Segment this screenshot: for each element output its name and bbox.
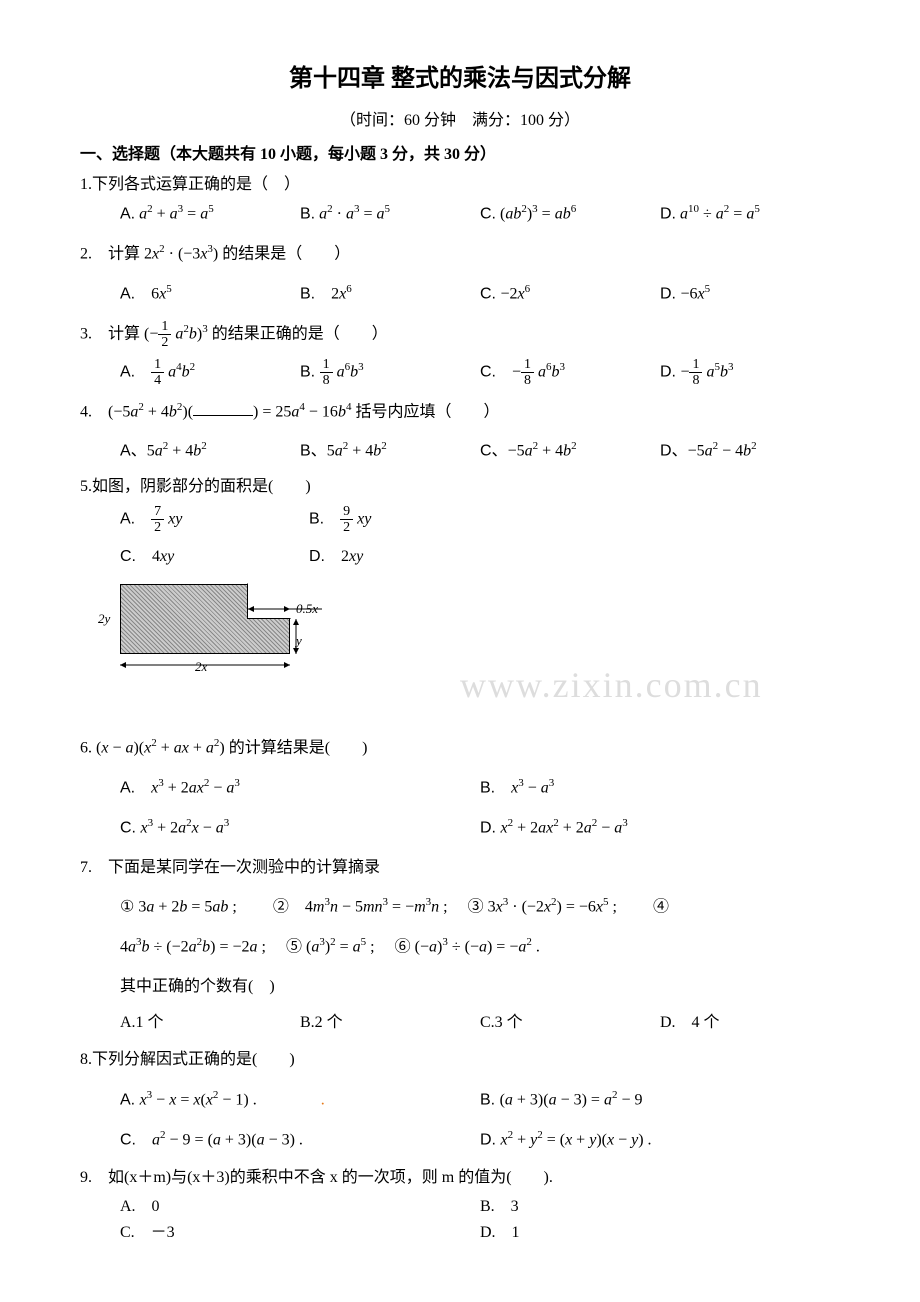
option-b: B、5a2 + 4b2: [300, 438, 480, 464]
question-1: 1.下列各式运算正确的是（ ） A. a2 + a3 = a5 B. a2 · …: [80, 172, 840, 228]
option-c: C. −2x6: [480, 281, 660, 307]
options: A. 0 B. 3: [80, 1194, 840, 1220]
option-a: A. x3 + 2ax2 − a3: [120, 775, 480, 801]
option-b: B. a2 · a3 = a5: [300, 201, 480, 227]
question-3: 3. 计算 (−12 a2b)3 的结果正确的是（ ） A. 14 a4b2 B…: [80, 319, 840, 389]
options: A.1 个 B.2 个 C.3 个 D. 4 个: [80, 1010, 840, 1036]
option-c: C. 4xy: [120, 544, 309, 570]
option-c: C. a2 − 9 = (a + 3)(a − 3) .: [120, 1127, 480, 1153]
question-9: 9. 如(x＋m)与(x＋3)的乘积中不含 x 的一次项，则 m 的值为( ).…: [80, 1165, 840, 1246]
options: C. －3 D. 1: [80, 1220, 840, 1246]
option-c: C. x3 + 2a2x − a3: [120, 815, 480, 841]
option-c: C. −18 a6b3: [480, 357, 660, 389]
question-stem: 1.下列各式运算正确的是（ ）: [80, 172, 840, 198]
option-b: B. x3 − a3: [480, 775, 840, 801]
question-tail: 其中正确的个数有( ): [80, 974, 840, 1000]
options: C. x3 + 2a2x − a3 D. x2 + 2ax2 + 2a2 − a…: [80, 815, 840, 841]
question-2: 2. 计算 2x2 · (−3x3) 的结果是（ ） A. 6x5 B. 2x6…: [80, 241, 840, 307]
option-b: B. 3: [480, 1194, 840, 1220]
option-d: D. a10 ÷ a2 = a5: [660, 201, 840, 227]
option-d: D、−5a2 − 4b2: [660, 438, 840, 464]
page-subtitle: （时间：60 分钟 满分：100 分）: [80, 108, 840, 134]
question-stem: 2. 计算 2x2 · (−3x3) 的结果是（ ）: [80, 241, 840, 267]
option-d: D. 4 个: [660, 1010, 840, 1036]
option-d: D. x2 + 2ax2 + 2a2 − a3: [480, 815, 840, 841]
option-a: A. 14 a4b2: [120, 357, 300, 389]
question-7: 7. 下面是某同学在一次测验中的计算摘录 ① 3a + 2b = 5ab ; ②…: [80, 855, 840, 1036]
question-8: 8.下列分解因式正确的是( ) A. x3 − x = x(x2 − 1) . …: [80, 1047, 840, 1152]
option-a: A. 72 xy: [120, 504, 309, 536]
option-a: A. 0: [120, 1194, 480, 1220]
option-a: A、5a2 + 4b2: [120, 438, 300, 464]
question-stem: 9. 如(x＋m)与(x＋3)的乘积中不含 x 的一次项，则 m 的值为( ).: [80, 1165, 840, 1191]
option-b: B. 18 a6b3: [300, 357, 480, 389]
question-6: www.zixin.com.cn 6. (x − a)(x2 + ax + a2…: [80, 677, 840, 840]
options: C. a2 − 9 = (a + 3)(a − 3) . D. x2 + y2 …: [80, 1127, 840, 1153]
calc-list-2: 4a3b ÷ (−2a2b) = −2a ; ⑤ (a3)2 = a5 ; ⑥ …: [80, 934, 840, 960]
question-stem: 5.如图，阴影部分的面积是( ): [80, 474, 840, 500]
option-d: D. −18 a5b3: [660, 357, 840, 389]
option-d: D. −6x5: [660, 281, 840, 307]
option-b: B. 92 xy: [309, 504, 498, 536]
options: A. 72 xy B. 92 xy C. 4xy D. 2xy: [80, 504, 498, 569]
option-d: D. 1: [480, 1220, 840, 1246]
question-5: 5.如图，阴影部分的面积是( ) A. 72 xy B. 92 xy C. 4x…: [80, 474, 840, 669]
page-title: 第十四章 整式的乘法与因式分解: [80, 60, 840, 98]
question-stem: 3. 计算 (−12 a2b)3 的结果正确的是（ ）: [80, 319, 840, 351]
option-b: B. (a + 3)(a − 3) = a2 − 9: [480, 1087, 840, 1113]
options: A. x3 − x = x(x2 − 1) . . B. (a + 3)(a −…: [80, 1087, 840, 1113]
calc-list: ① 3a + 2b = 5ab ; ② 4m3n − 5mn3 = −m3n ;…: [80, 894, 840, 920]
question-stem: 6. (x − a)(x2 + ax + a2) 的计算结果是( ): [80, 735, 840, 761]
option-a: A. 6x5: [120, 281, 300, 307]
question-stem: 4. (−5a2 + 4b2)() = 25a4 − 16b4 括号内应填（ ）: [80, 399, 840, 425]
options: A. x3 + 2ax2 − a3 B. x3 − a3: [80, 775, 840, 801]
watermark: www.zixin.com.cn: [460, 665, 763, 705]
section-header: 一、选择题（本大题共有 10 小题，每小题 3 分，共 30 分）: [80, 142, 840, 168]
option-d: D. 2xy: [309, 544, 498, 570]
option-c: C. －3: [120, 1220, 480, 1246]
options: A、5a2 + 4b2 B、5a2 + 4b2 C、−5a2 + 4b2 D、−…: [80, 438, 840, 464]
option-a: A.1 个: [120, 1010, 300, 1036]
option-c: C.3 个: [480, 1010, 660, 1036]
option-d: D. x2 + y2 = (x + y)(x − y) .: [480, 1127, 840, 1153]
option-b: B. 2x6: [300, 281, 480, 307]
option-c: C. (ab2)3 = ab6: [480, 201, 660, 227]
option-a: A. x3 − x = x(x2 − 1) . .: [120, 1087, 480, 1113]
option-b: B.2 个: [300, 1010, 480, 1036]
options: A. 6x5 B. 2x6 C. −2x6 D. −6x5: [80, 281, 840, 307]
figure-shaded-area: 2y 0.5x y 2x: [100, 579, 330, 679]
options: A. a2 + a3 = a5 B. a2 · a3 = a5 C. (ab2)…: [80, 201, 840, 227]
question-stem: 8.下列分解因式正确的是( ): [80, 1047, 840, 1073]
options: A. 14 a4b2 B. 18 a6b3 C. −18 a6b3 D. −18…: [80, 357, 840, 389]
option-c: C、−5a2 + 4b2: [480, 438, 660, 464]
question-4: 4. (−5a2 + 4b2)() = 25a4 − 16b4 括号内应填（ ）…: [80, 399, 840, 465]
question-stem: 7. 下面是某同学在一次测验中的计算摘录: [80, 855, 840, 881]
option-a: A. a2 + a3 = a5: [120, 201, 300, 227]
